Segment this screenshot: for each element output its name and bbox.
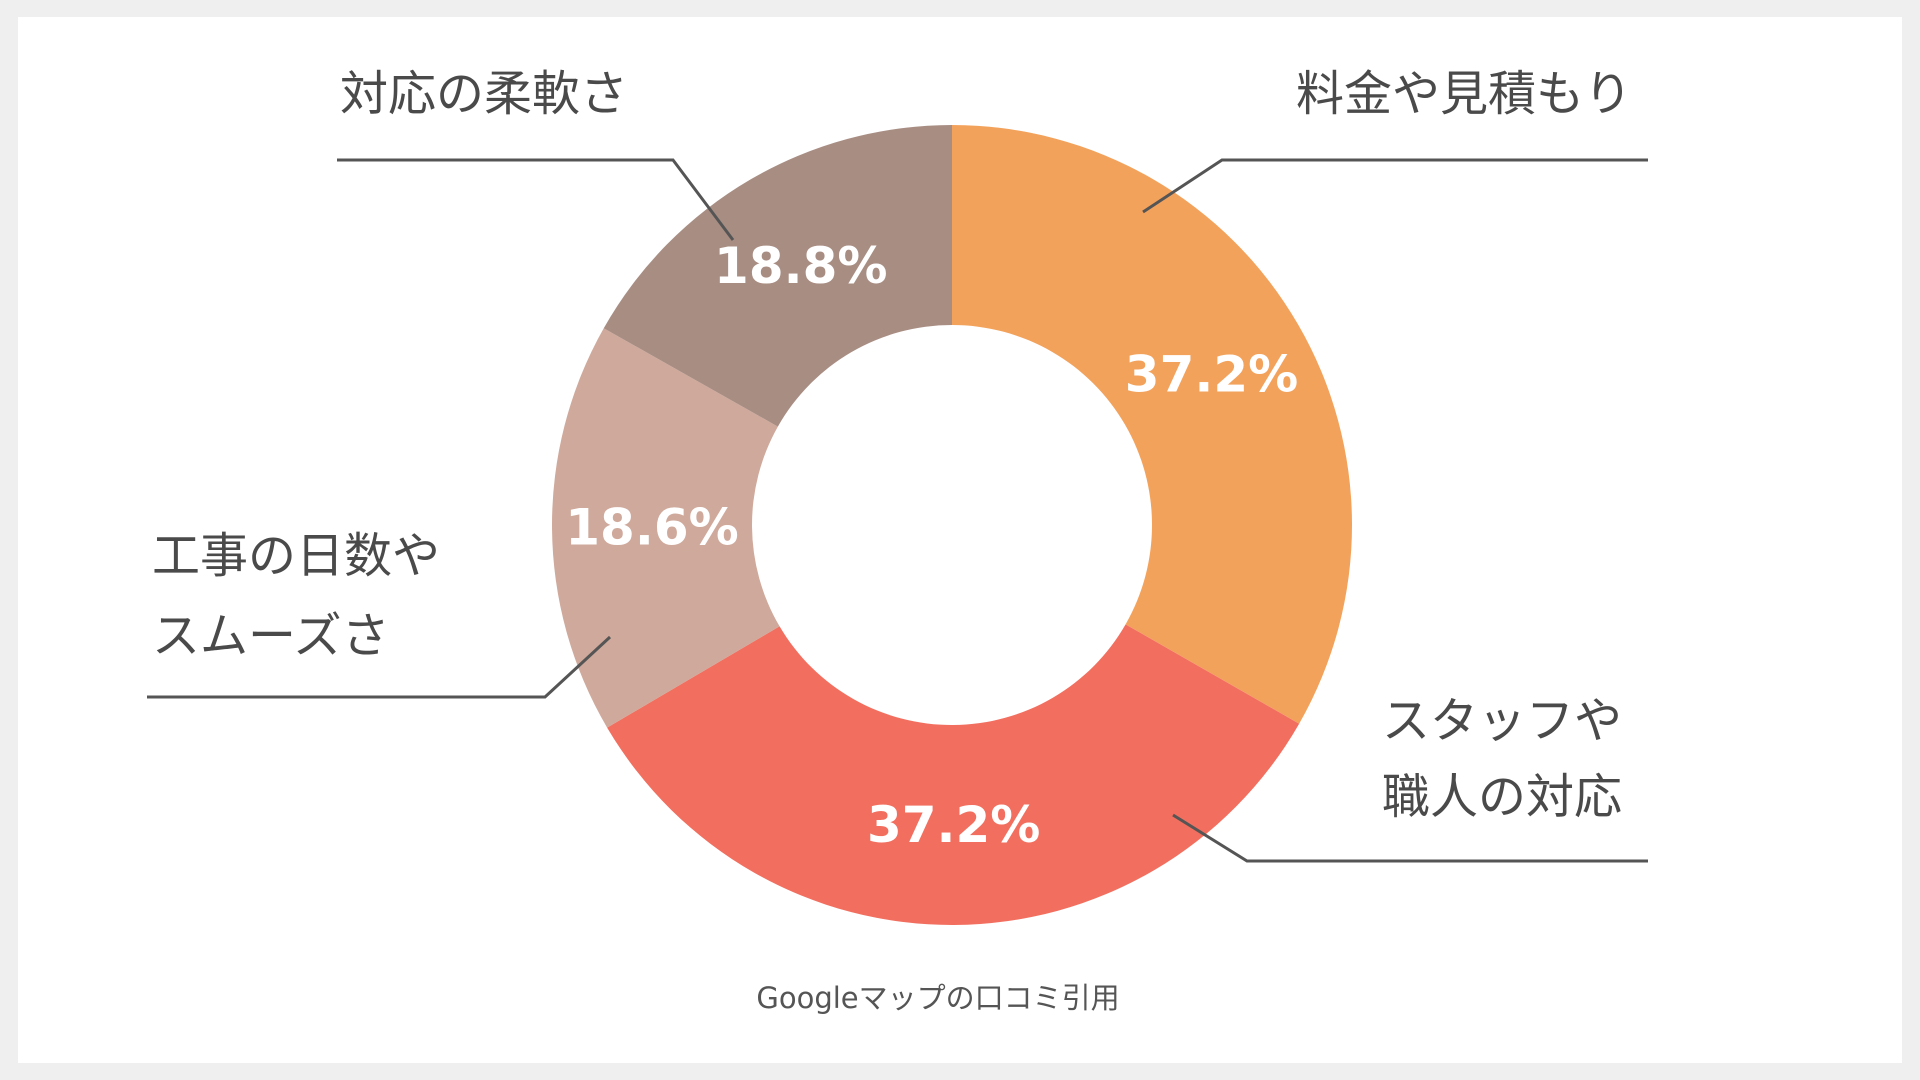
slice-value-label: 37.2% <box>867 796 1040 854</box>
slices <box>552 125 1352 926</box>
leader-line <box>1172 813 1648 863</box>
leader-lines <box>147 158 1648 863</box>
category-label: 工事の日数や <box>152 528 440 584</box>
category-label: スムーズさ <box>152 608 390 664</box>
category-label: 対応の柔軟さ <box>340 66 628 122</box>
leader-line <box>1142 158 1648 214</box>
donut-slice <box>552 328 780 728</box>
leader-line <box>147 635 612 699</box>
category-label: 職人の対応 <box>1382 769 1622 825</box>
slice-value-label: 18.6% <box>565 499 738 557</box>
donut-slice <box>603 125 952 427</box>
donut-slice <box>952 125 1352 724</box>
source-caption: Googleマップの口コミ引用 <box>756 981 1119 1015</box>
slice-value-label: 37.2% <box>1125 346 1298 404</box>
category-label: 料金や見積もり <box>1296 66 1632 122</box>
donut-slice <box>607 624 1300 926</box>
category-label: スタッフや <box>1382 693 1622 749</box>
leader-line <box>337 158 735 241</box>
value-labels: 37.2% 37.2% 18.6% 18.8% <box>565 237 1298 854</box>
slice-value-label: 18.8% <box>714 237 887 295</box>
